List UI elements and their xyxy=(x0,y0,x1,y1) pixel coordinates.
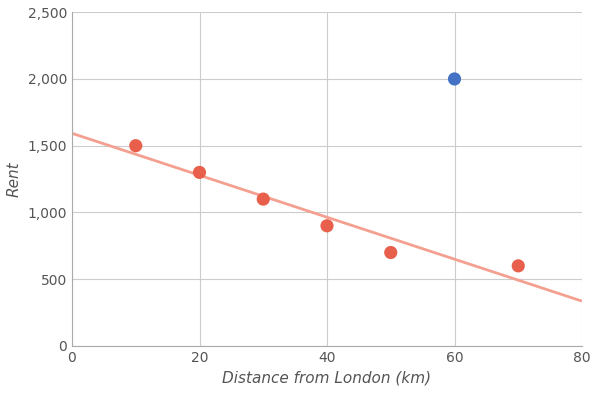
Point xyxy=(259,196,268,202)
Point xyxy=(131,142,140,149)
Point xyxy=(322,223,332,229)
X-axis label: Distance from London (km): Distance from London (km) xyxy=(223,370,431,385)
Point xyxy=(514,263,523,269)
Point xyxy=(194,169,204,176)
Point xyxy=(386,249,395,256)
Point xyxy=(450,76,460,82)
Y-axis label: Rent: Rent xyxy=(7,161,22,197)
